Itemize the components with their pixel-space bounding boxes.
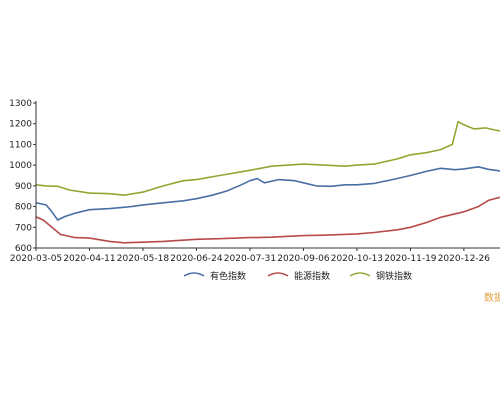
series-line-0 — [35, 166, 500, 221]
x-tick-label: 2020-03-05 — [10, 254, 62, 264]
y-tick-label: 900 — [15, 182, 32, 192]
x-tick-label: 2020-11-19 — [384, 254, 437, 264]
series-line-2 — [35, 120, 500, 196]
legend-label-2: 钢铁指数 — [376, 270, 412, 282]
legend: 有色指数 能源指数 钢铁指数 — [183, 270, 412, 282]
x-tick-label: 2020-12-26 — [438, 254, 491, 264]
x-tick-label: 2020-05-18 — [117, 254, 170, 264]
series-line-1 — [35, 196, 500, 244]
y-tick-label: 1200 — [9, 120, 32, 130]
watermark: 数据 — [484, 293, 500, 304]
legend-swatch-1 — [267, 272, 289, 277]
legend-swatch-2 — [349, 272, 371, 277]
plot-area — [35, 120, 500, 244]
legend-label-1: 能源指数 — [294, 270, 330, 282]
y-tick-label: 1300 — [9, 99, 32, 109]
y-tick-label: 700 — [15, 223, 32, 233]
x-tick-label: 2020-07-31 — [224, 254, 276, 264]
y-tick-label: 600 — [15, 244, 32, 254]
x-tick-label: 2020-09-06 — [277, 254, 330, 264]
y-tick-label: 1100 — [9, 140, 32, 150]
legend-swatch-0 — [183, 272, 205, 277]
y-tick-label: 1000 — [9, 161, 32, 171]
x-tick-label: 2020-06-24 — [170, 254, 223, 264]
legend-label-0: 有色指数 — [210, 270, 246, 282]
y-tick-label: 800 — [15, 203, 32, 213]
x-tick-label: 2020-10-13 — [331, 254, 383, 264]
x-tick-label: 2020-04-11 — [63, 254, 115, 264]
